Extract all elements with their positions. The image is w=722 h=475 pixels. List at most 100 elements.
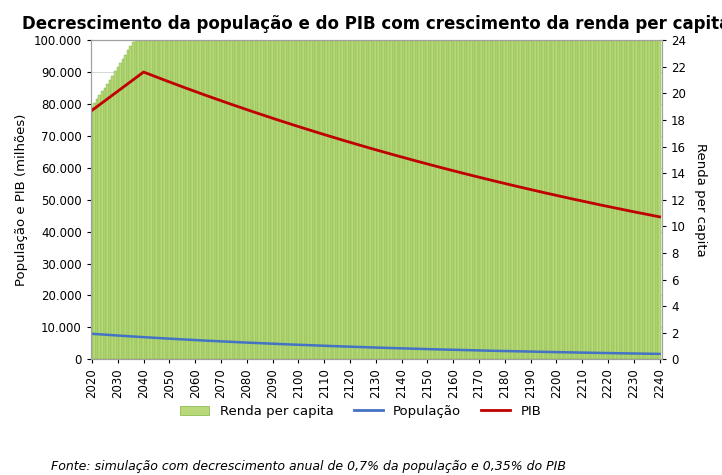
Bar bbox=[212, 0, 214, 360]
Bar bbox=[152, 19, 155, 360]
Bar bbox=[501, 0, 503, 360]
Bar bbox=[372, 0, 375, 360]
Bar bbox=[619, 0, 622, 360]
Bar bbox=[116, 67, 119, 360]
Bar bbox=[472, 0, 475, 360]
Y-axis label: Renda per capita: Renda per capita bbox=[694, 143, 707, 256]
Bar bbox=[573, 0, 575, 360]
Bar bbox=[206, 0, 209, 360]
Bar bbox=[403, 0, 406, 360]
Bar bbox=[238, 0, 240, 360]
Bar bbox=[318, 0, 321, 360]
Bar bbox=[269, 0, 271, 360]
Bar bbox=[575, 0, 578, 360]
Bar bbox=[370, 0, 372, 360]
Bar bbox=[96, 99, 98, 360]
Bar bbox=[557, 0, 560, 360]
Bar bbox=[349, 0, 352, 360]
Bar bbox=[411, 0, 413, 360]
Bar bbox=[305, 0, 308, 360]
Bar bbox=[578, 0, 581, 360]
Bar bbox=[292, 0, 295, 360]
Bar bbox=[493, 0, 496, 360]
Bar bbox=[442, 0, 444, 360]
Bar bbox=[346, 0, 349, 360]
Bar bbox=[545, 0, 547, 360]
Bar bbox=[377, 0, 380, 360]
Bar bbox=[266, 0, 269, 360]
Bar bbox=[658, 0, 661, 360]
Bar bbox=[101, 91, 104, 360]
Bar bbox=[436, 0, 439, 360]
Bar bbox=[606, 0, 609, 360]
Bar bbox=[475, 0, 478, 360]
Bar bbox=[395, 0, 398, 360]
Bar bbox=[645, 0, 648, 360]
Bar bbox=[570, 0, 573, 360]
Bar bbox=[454, 0, 457, 360]
Bar bbox=[424, 0, 426, 360]
Bar bbox=[150, 20, 152, 360]
Bar bbox=[426, 0, 429, 360]
Bar bbox=[134, 38, 137, 360]
Bar bbox=[496, 0, 498, 360]
Bar bbox=[122, 59, 124, 360]
Bar bbox=[467, 0, 470, 360]
Bar bbox=[593, 0, 596, 360]
Bar bbox=[393, 0, 395, 360]
Bar bbox=[178, 7, 181, 360]
Bar bbox=[563, 0, 565, 360]
Bar bbox=[382, 0, 385, 360]
Bar bbox=[295, 0, 297, 360]
Bar bbox=[258, 0, 261, 360]
Bar bbox=[183, 4, 186, 360]
Bar bbox=[511, 0, 514, 360]
Bar bbox=[227, 0, 230, 360]
Bar bbox=[186, 3, 188, 360]
Bar bbox=[462, 0, 465, 360]
Bar bbox=[232, 0, 235, 360]
Bar bbox=[519, 0, 521, 360]
Bar bbox=[127, 50, 129, 360]
Bar bbox=[457, 0, 460, 360]
Bar bbox=[140, 28, 142, 360]
Bar bbox=[550, 0, 552, 360]
Bar bbox=[416, 0, 418, 360]
Bar bbox=[158, 17, 160, 360]
Bar bbox=[194, 0, 196, 360]
Bar bbox=[596, 0, 599, 360]
Bar bbox=[331, 0, 334, 360]
Bar bbox=[362, 0, 364, 360]
Bar bbox=[240, 0, 243, 360]
Bar bbox=[449, 0, 452, 360]
Bar bbox=[586, 0, 588, 360]
Bar bbox=[612, 0, 614, 360]
Bar bbox=[98, 95, 101, 360]
Bar bbox=[111, 76, 114, 360]
Bar bbox=[539, 0, 542, 360]
Bar bbox=[385, 0, 388, 360]
Bar bbox=[354, 0, 357, 360]
Bar bbox=[256, 0, 258, 360]
Bar bbox=[287, 0, 290, 360]
Bar bbox=[398, 0, 400, 360]
Bar bbox=[478, 0, 480, 360]
Bar bbox=[279, 0, 282, 360]
Bar bbox=[506, 0, 508, 360]
Bar bbox=[367, 0, 370, 360]
Bar bbox=[104, 87, 106, 360]
Bar bbox=[413, 0, 416, 360]
Bar bbox=[447, 0, 449, 360]
Bar bbox=[588, 0, 591, 360]
Bar bbox=[147, 21, 150, 360]
Bar bbox=[326, 0, 328, 360]
Bar bbox=[124, 55, 127, 360]
Bar bbox=[271, 0, 274, 360]
Bar bbox=[188, 2, 191, 360]
Bar bbox=[521, 0, 524, 360]
Bar bbox=[323, 0, 326, 360]
Bar bbox=[199, 0, 201, 360]
Bar bbox=[277, 0, 279, 360]
Bar bbox=[176, 8, 178, 360]
Bar bbox=[583, 0, 586, 360]
